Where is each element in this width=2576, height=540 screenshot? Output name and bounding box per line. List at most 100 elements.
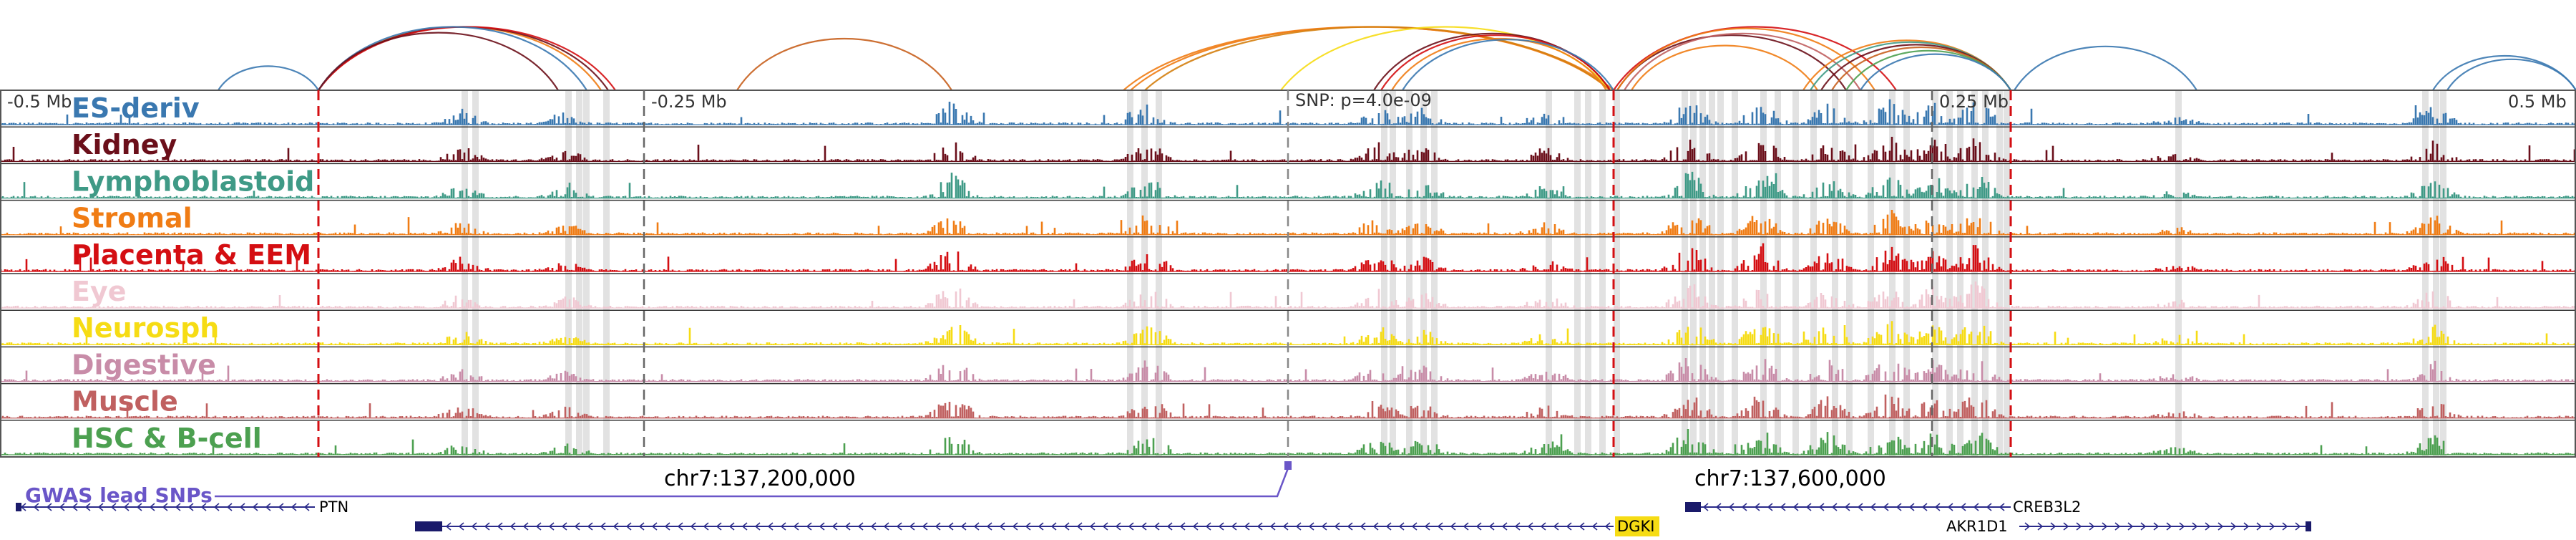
interaction-arc (1616, 34, 1847, 91)
dgki-strand-arrow (1076, 522, 1083, 531)
akr1d1-strand-arrow (2256, 522, 2263, 531)
akr1d1-gene-label: AKR1D1 (1946, 518, 2008, 535)
dgki-strand-arrow (471, 522, 477, 531)
dgki-strand-arrow (793, 522, 799, 531)
akr1d1-strand-arrow (2063, 522, 2069, 531)
akr1d1-strand-arrow (2114, 522, 2121, 531)
dgki-strand-arrow (484, 522, 490, 531)
dgki-strand-arrow (703, 522, 709, 531)
track-label: Kidney (72, 129, 177, 160)
creb3l2-strand-arrow (1857, 503, 1863, 511)
dgki-strand-arrow (522, 522, 529, 531)
creb3l2-strand-arrow (1844, 503, 1850, 511)
dgki-strand-arrow (1475, 522, 1482, 531)
akr1d1-exon (2306, 521, 2311, 531)
dgki-strand-arrow (1385, 522, 1392, 531)
track-label: Lymphoblastoid (72, 165, 314, 197)
dgki-strand-arrow (535, 522, 542, 531)
dgki-strand-arrow (651, 522, 658, 531)
ptn-strand-arrow (187, 503, 194, 511)
track-label: Neurosph (72, 312, 219, 344)
dgki-strand-arrow (1514, 522, 1521, 531)
akr1d1-strand-arrow (2205, 522, 2211, 531)
creb3l2-gene-label: CREB3L2 (2013, 498, 2081, 516)
gene-annotation-track: PTN DGKI CREB3L2 AKR1D1 (16, 498, 2311, 536)
dgki-strand-arrow (1269, 522, 1276, 531)
dgki-strand-arrow (1372, 522, 1379, 531)
dgki-strand-arrow (973, 522, 980, 531)
dgki-strand-arrow (1295, 522, 1302, 531)
creb3l2-strand-arrow (1908, 503, 1915, 511)
position-axis: -0.5 Mb -0.25 Mb 0.25 Mb 0.5 Mb SNP: p=4.0e-… (7, 90, 2567, 491)
dgki-strand-arrow (831, 522, 838, 531)
dgki-strand-arrow (1012, 522, 1018, 531)
creb3l2-strand-arrow (1831, 503, 1838, 511)
dgki-strand-arrow (1025, 522, 1031, 531)
ptn-strand-arrow (162, 503, 168, 511)
dgki-strand-arrow (1463, 522, 1469, 531)
interaction-arc (1616, 27, 1875, 91)
creb3l2-strand-arrow (1805, 503, 1812, 511)
dgki-strand-arrow (1192, 522, 1199, 531)
dgki-strand-arrow (1424, 522, 1430, 531)
interaction-arc (1631, 44, 1818, 91)
dgki-strand-arrow (1038, 522, 1044, 531)
dgki-strand-arrow (497, 522, 503, 531)
creb3l2-strand-arrow (1883, 503, 1889, 511)
ptn-strand-arrow (278, 503, 284, 511)
dgki-strand-arrow (690, 522, 696, 531)
creb3l2-strand-arrow (1728, 503, 1735, 511)
dgki-strand-arrow (509, 522, 516, 531)
ptn-strand-arrow (110, 503, 117, 511)
track-label: ES-deriv (72, 92, 200, 124)
interaction-arc (1144, 26, 1611, 91)
dgki-strand-arrow (844, 522, 851, 531)
dgki-strand-arrow (1115, 522, 1121, 531)
akr1d1-strand-arrow (2179, 522, 2185, 531)
akr1d1-strand-arrow (2282, 522, 2288, 531)
akr1d1-strand-arrow (2076, 522, 2082, 531)
akr1d1-strand-arrow (2037, 522, 2044, 531)
dgki-strand-arrow (728, 522, 735, 531)
creb3l2-strand-arrow (1702, 503, 1709, 511)
dgki-strand-arrow (677, 522, 683, 531)
dgki-strand-arrow (613, 522, 619, 531)
dgki-strand-arrow (638, 522, 645, 531)
akr1d1-strand-arrow (2218, 522, 2224, 531)
dgki-strand-arrow (1141, 522, 1147, 531)
ptn-strand-arrow (200, 503, 207, 511)
interaction-arc (736, 38, 952, 91)
dgki-strand-arrow (909, 522, 915, 531)
dgki-strand-arrow (806, 522, 812, 531)
interaction-arc (2432, 55, 2576, 91)
ptn-strand-arrow (291, 503, 297, 511)
dgki-strand-arrow (1527, 522, 1533, 531)
dgki-strand-arrow (587, 522, 593, 531)
akr1d1-strand-arrow (2269, 522, 2275, 531)
dgki-strand-arrow (1063, 522, 1070, 531)
track-label: Eye (72, 276, 127, 307)
dgki-strand-arrow (1218, 522, 1224, 531)
ptn-gene-label: PTN (319, 498, 348, 516)
axis-tick-label: -0.5 Mb (7, 92, 72, 112)
dgki-strand-arrow (1566, 522, 1572, 531)
akr1d1-strand-arrow (2024, 522, 2031, 531)
creb3l2-strand-arrow (1780, 503, 1786, 511)
akr1d1-strand-arrow (2153, 522, 2160, 531)
interaction-arc (218, 65, 319, 91)
dgki-strand-arrow (870, 522, 877, 531)
akr1d1-strand-arrow (2102, 522, 2108, 531)
interaction-arc (2014, 45, 2197, 91)
creb3l2-strand-arrow (1792, 503, 1799, 511)
dgki-strand-arrow (1282, 522, 1289, 531)
creb3l2-strand-arrow (1818, 503, 1825, 511)
ptn-strand-arrow (265, 503, 271, 511)
interaction-arc (318, 26, 609, 91)
track-label: Muscle (72, 386, 178, 418)
dgki-strand-arrow (1050, 522, 1057, 531)
dgki-strand-arrow (896, 522, 902, 531)
axis-tick-label: 0.25 Mb (1939, 92, 2009, 112)
ptn-strand-arrow (136, 503, 142, 511)
dgki-strand-arrow (741, 522, 748, 531)
akr1d1-strand-arrow (2050, 522, 2057, 531)
